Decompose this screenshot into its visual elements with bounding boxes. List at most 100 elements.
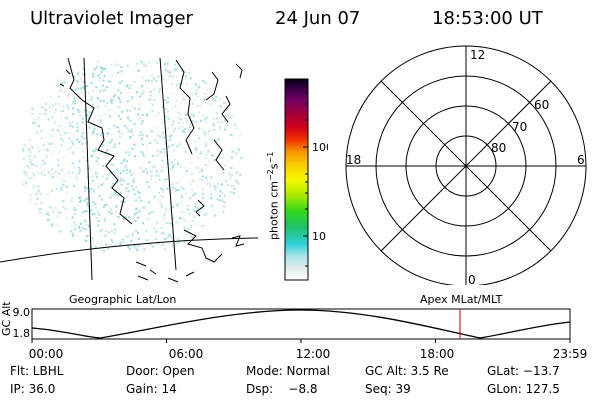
uv-dot (118, 81, 121, 84)
uv-dot (189, 212, 192, 215)
uv-dot (70, 231, 73, 234)
status-gain: Gain: 14 (126, 382, 177, 396)
uv-dot (127, 190, 130, 193)
status-glat: GLat: −13.7 (487, 364, 560, 378)
uv-dot (155, 230, 158, 233)
uv-dot (143, 248, 146, 251)
uv-dot (230, 185, 233, 187)
uv-dot (36, 197, 39, 200)
uv-dot (23, 171, 26, 174)
uv-dot (95, 160, 98, 163)
uv-dot (37, 125, 40, 128)
uv-dot (166, 70, 169, 73)
uv-dot (93, 68, 96, 71)
meridian-line (83, 57, 93, 281)
uv-dot (194, 140, 197, 143)
uv-dot (131, 148, 134, 150)
uv-dot (118, 130, 121, 133)
timeline-y-tick: 9.0 (13, 306, 31, 319)
uv-dot (163, 148, 166, 150)
uv-dot (205, 153, 208, 156)
uv-dot (175, 221, 178, 224)
mlt-label-12: 12 (470, 48, 485, 62)
uv-dot (168, 75, 171, 78)
uv-dot (176, 204, 179, 207)
uv-dot (182, 218, 185, 221)
uv-dot (70, 140, 73, 143)
uv-dot (58, 172, 61, 175)
uv-dot (73, 75, 76, 78)
uv-dot (232, 174, 235, 177)
uv-dot (22, 147, 24, 150)
uv-dot (191, 188, 194, 191)
uv-dot (107, 151, 109, 154)
uv-dot (109, 207, 112, 210)
uv-dot (119, 192, 122, 195)
uv-dot (219, 105, 222, 108)
intensity-colorbar: 100 10 (284, 78, 328, 281)
uv-dot (130, 105, 133, 108)
uv-dot (194, 206, 197, 209)
uv-dot (98, 220, 101, 222)
uv-dot (132, 246, 135, 249)
uv-dot (169, 207, 172, 210)
uv-dot (67, 148, 70, 151)
uv-dot (79, 229, 82, 232)
uv-dot (140, 138, 143, 140)
uv-dot (149, 141, 152, 144)
uv-dot (182, 122, 185, 125)
uv-dot (142, 90, 145, 93)
unit-exp2: −1 (266, 151, 275, 164)
uv-dot (50, 151, 53, 154)
uv-dot (105, 86, 108, 88)
uv-dot (74, 228, 77, 231)
uv-dot (173, 129, 175, 132)
uv-dot (215, 95, 218, 98)
uv-dot (166, 162, 169, 165)
uv-dot (175, 76, 178, 79)
uv-dot (202, 196, 205, 199)
uv-dot (176, 189, 178, 191)
uv-dot (135, 186, 138, 189)
uv-dot (40, 163, 43, 166)
uv-dot (40, 129, 43, 132)
uv-dot (155, 238, 158, 240)
uv-dot (102, 164, 105, 167)
uv-dot (34, 118, 37, 121)
uv-dot (45, 109, 48, 112)
uv-dot (116, 126, 119, 129)
uv-dot (80, 77, 82, 80)
uv-dot (130, 239, 133, 242)
uv-dot (120, 200, 123, 203)
uv-dot (57, 164, 60, 167)
uv-dot (71, 162, 74, 165)
mlt-line-diag (380, 80, 552, 252)
uv-dot (215, 139, 218, 142)
uv-dot (162, 140, 165, 143)
uv-dot (85, 235, 88, 238)
uv-dot (234, 179, 237, 182)
uv-dot (172, 164, 175, 167)
uv-dot (68, 137, 71, 140)
uv-dot (60, 187, 63, 189)
uv-dot (240, 156, 243, 159)
uv-dot (154, 139, 157, 142)
uv-dot (85, 84, 88, 87)
uv-dot (170, 168, 173, 170)
uv-dot (106, 149, 108, 152)
uv-dot (116, 181, 118, 184)
uv-dot (74, 221, 77, 224)
uv-dot (218, 139, 221, 142)
uv-dot (29, 151, 32, 153)
uv-dot (35, 193, 38, 196)
uv-dot (30, 163, 33, 166)
uv-dot (42, 143, 45, 146)
uv-dot (125, 172, 128, 175)
uv-dot (185, 192, 187, 195)
uv-dot (166, 101, 168, 104)
uv-dot (78, 200, 81, 203)
uv-dot (135, 230, 138, 233)
uv-dot (236, 180, 239, 183)
uv-dot (224, 201, 227, 204)
uv-dot (157, 173, 160, 176)
